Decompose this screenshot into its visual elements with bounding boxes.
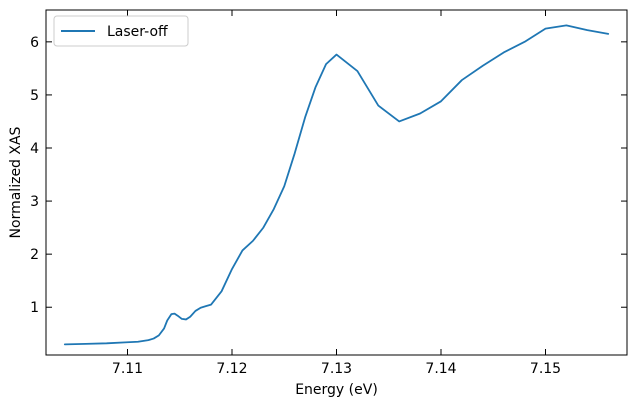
series-line-laser-off [63, 24, 610, 346]
y-tick-label: 5 [30, 88, 39, 104]
x-tick-label: 7.14 [425, 361, 456, 377]
y-axis-label: Normalized XAS [8, 126, 24, 238]
y-tick-label: 1 [30, 300, 39, 316]
series-layer [63, 24, 610, 346]
y-tick-label: 6 [30, 35, 39, 51]
y-tick-label: 2 [30, 247, 39, 263]
plot-frame [45, 9, 628, 356]
legend-label-laser-off: Laser-off [107, 24, 168, 40]
x-tick-label: 7.12 [216, 361, 247, 377]
x-tick-label: 7.11 [112, 361, 143, 377]
legend-box [53, 15, 189, 47]
x-tick-label: 7.15 [530, 361, 561, 377]
legend: Laser-off [53, 15, 189, 47]
x-axis-label: Energy (eV) [295, 382, 378, 398]
y-tick-label: 3 [30, 194, 39, 210]
y-tick-label: 4 [30, 141, 39, 157]
ticks-layer: 7.11 7.12 7.13 7.14 7.15 1 2 3 4 5 6 [30, 10, 627, 377]
x-tick-label: 7.13 [321, 361, 352, 377]
